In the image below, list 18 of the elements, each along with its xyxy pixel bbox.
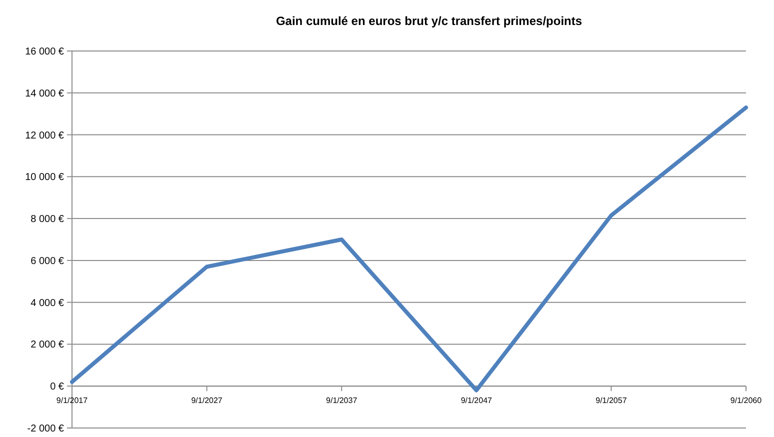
- x-tick-label: 9/1/2027: [191, 396, 223, 406]
- chart-title: Gain cumulé en euros brut y/c transfert primes/points: [276, 14, 582, 28]
- x-tick-label: 9/1/2047: [460, 396, 493, 406]
- y-tick-label: 16 000 €: [25, 46, 64, 58]
- line-series: [70, 106, 748, 392]
- x-tick-label: 9/1/2017: [56, 396, 88, 406]
- y-tick-label: 10 000 €: [25, 172, 64, 184]
- y-tick-label: -2 000 €: [27, 424, 64, 434]
- y-tick-label: 14 000 €: [25, 88, 64, 100]
- y-tick-label: 6 000 €: [30, 256, 64, 267]
- y-tick-label: 8 000 €: [30, 214, 64, 226]
- y-tick-label: 2 000 €: [30, 340, 64, 351]
- y-tick-label: 0 €: [50, 382, 64, 393]
- y-tick-label: 4 000 €: [30, 298, 64, 309]
- x-tick-label: 9/1/2037: [326, 396, 358, 406]
- y-tick-label: 12 000 €: [25, 130, 64, 142]
- x-tick-label: 9/1/2057: [596, 396, 628, 406]
- x-tick-label: 9/1/2060: [730, 396, 762, 406]
